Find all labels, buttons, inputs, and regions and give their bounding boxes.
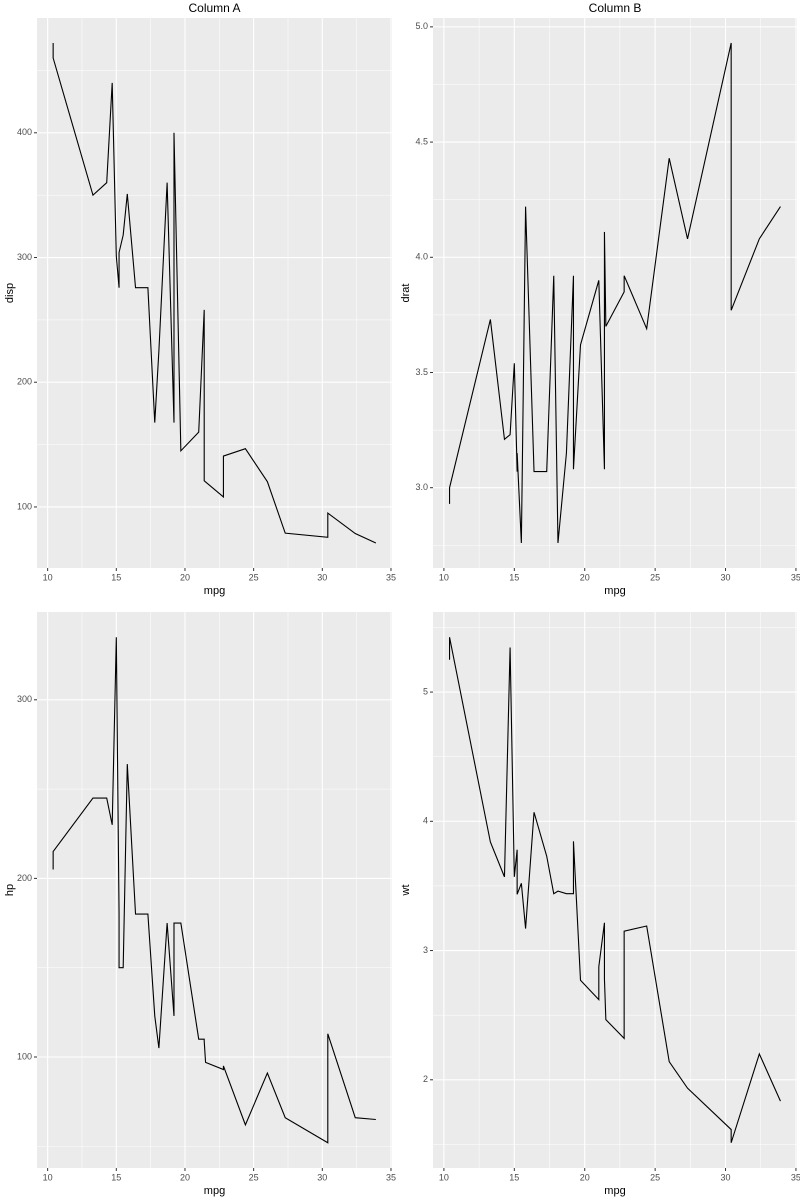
x-tick-label: 25 <box>249 572 259 582</box>
x-tick-label: 10 <box>439 1172 449 1182</box>
x-tick-label: 25 <box>249 1172 259 1182</box>
x-tick-label: 30 <box>721 572 731 582</box>
x-axis-title: mpg <box>604 585 625 597</box>
y-axis-title: hp <box>4 884 16 896</box>
data-line <box>449 42 781 544</box>
x-tick-label: 35 <box>386 1172 396 1182</box>
x-tick-label: 15 <box>509 572 519 582</box>
x-axis-title: mpg <box>604 1185 625 1197</box>
y-axis-title: wt <box>400 885 412 897</box>
y-tick-label: 300 <box>17 252 32 262</box>
x-tick-label: 20 <box>180 1172 190 1182</box>
x-tick-label: 35 <box>386 572 396 582</box>
x-tick-label: 10 <box>43 1172 53 1182</box>
y-tick-label: 2 <box>423 1074 428 1084</box>
y-tick-label: 200 <box>17 377 32 387</box>
y-tick-label: 3.0 <box>415 482 428 492</box>
y-tick-label: 3 <box>423 945 428 955</box>
panel-background <box>37 612 392 1168</box>
x-tick-label: 20 <box>580 572 590 582</box>
panel-title: Column A <box>188 1 240 15</box>
x-tick-label: 25 <box>650 1172 660 1182</box>
x-tick-label: 15 <box>111 1172 121 1182</box>
y-tick-label: 5.0 <box>415 21 428 31</box>
data-line <box>449 637 781 1143</box>
x-axis-title: mpg <box>204 1185 225 1197</box>
x-axis-title: mpg <box>204 585 225 597</box>
data-line <box>52 43 377 544</box>
y-axis-title: drat <box>400 284 412 303</box>
x-tick-label: 30 <box>721 1172 731 1182</box>
panel-background <box>433 612 797 1168</box>
x-tick-label: 20 <box>180 572 190 582</box>
y-tick-label: 400 <box>17 127 32 137</box>
panel-background <box>433 18 797 568</box>
data-line <box>52 637 376 1144</box>
x-tick-label: 15 <box>509 1172 519 1182</box>
y-tick-label: 4 <box>423 816 428 826</box>
y-tick-label: 4.0 <box>415 252 428 262</box>
x-tick-label: 20 <box>580 1172 590 1182</box>
x-tick-label: 25 <box>650 572 660 582</box>
panel-background <box>37 18 392 568</box>
x-tick-label: 30 <box>317 1172 327 1182</box>
x-tick-label: 10 <box>43 572 53 582</box>
x-tick-label: 10 <box>439 572 449 582</box>
x-tick-label: 35 <box>791 1172 800 1182</box>
panel-title: Column B <box>589 1 642 15</box>
y-tick-label: 3.5 <box>415 367 428 377</box>
y-tick-label: 100 <box>17 501 32 511</box>
y-tick-label: 200 <box>17 873 32 883</box>
x-tick-label: 35 <box>791 572 800 582</box>
y-tick-label: 300 <box>17 694 32 704</box>
y-axis-title: disp <box>4 283 16 303</box>
y-tick-label: 5 <box>423 686 428 696</box>
x-tick-label: 15 <box>111 572 121 582</box>
y-tick-label: 100 <box>17 1051 32 1061</box>
x-tick-label: 30 <box>317 572 327 582</box>
y-tick-label: 4.5 <box>415 136 428 146</box>
